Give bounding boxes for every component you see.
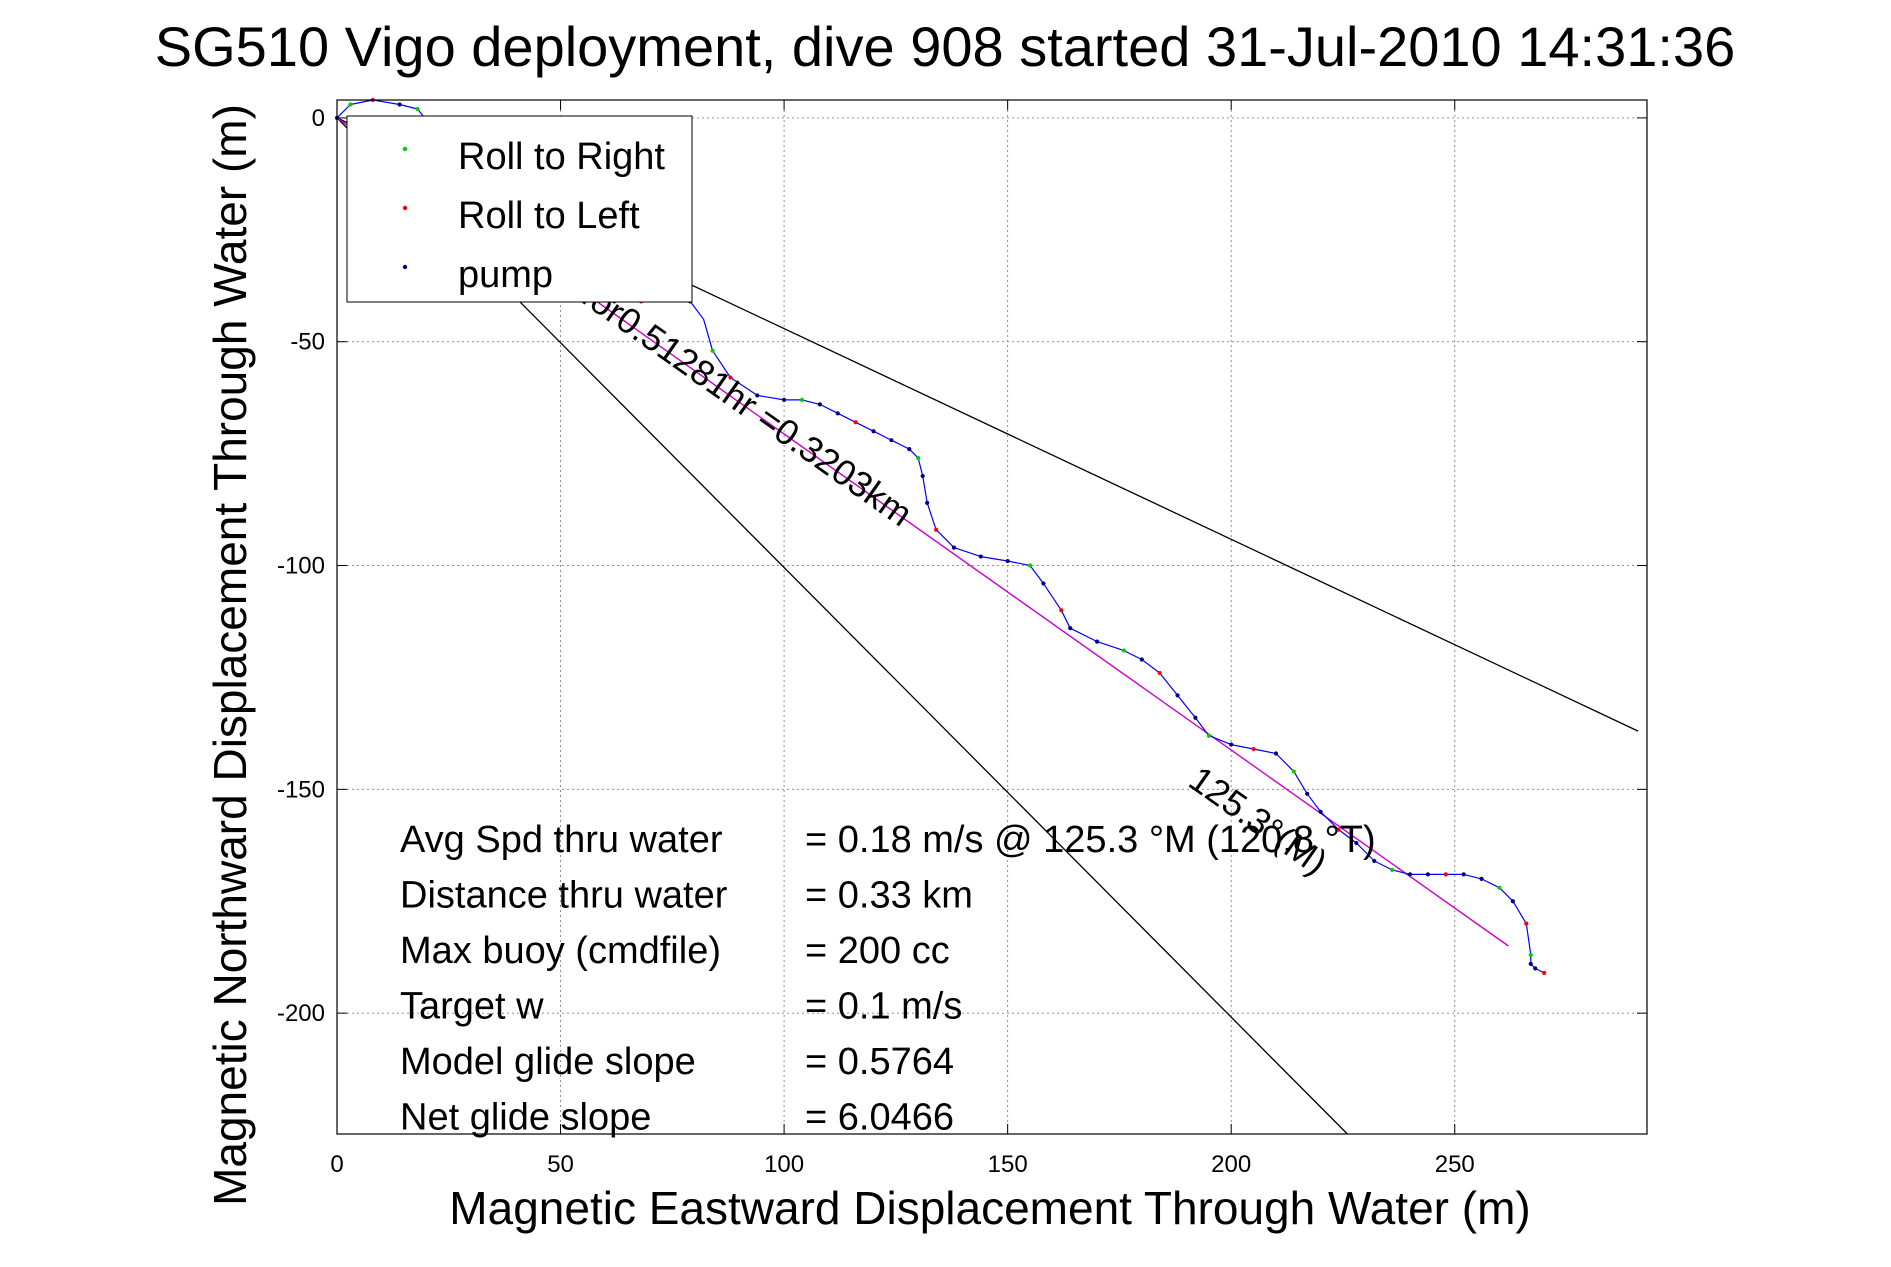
roll-left-marker [728, 375, 733, 380]
roll-left-marker [1542, 970, 1547, 975]
roll-left-marker [1524, 921, 1529, 926]
legend-marker [402, 205, 408, 211]
pump-marker [1528, 961, 1533, 967]
stat-label: Model glide slope [400, 1041, 696, 1083]
legend-label: pump [458, 254, 553, 296]
pump-marker [1041, 581, 1046, 586]
roll-left-marker [1443, 872, 1448, 877]
roll-left-marker [934, 527, 939, 532]
legend-label: Roll to Left [458, 195, 640, 237]
roll-right-marker [1291, 769, 1296, 774]
roll-left-marker [1157, 670, 1162, 676]
stat-value: = 0.5764 [805, 1041, 954, 1083]
pump-marker [1139, 657, 1144, 662]
grid [336, 100, 1647, 1134]
axis-ticks: 0 50 100 150 200 250 0 -50 -100 -150 -200 [277, 100, 1647, 1178]
y-tick-label: -50 [290, 329, 325, 356]
pump-marker [1461, 872, 1466, 877]
y-axis-label: Magnetic Northward Displacement Through … [204, 104, 256, 1206]
plot-frame [336, 99, 1648, 1135]
stat-value: = 6.0466 [805, 1097, 954, 1139]
pump-marker [1068, 626, 1073, 631]
roll-right-marker [348, 102, 353, 107]
stat-value: = 0.1 m/s [805, 986, 962, 1028]
pump-marker [781, 397, 787, 403]
y-tick-label: -150 [277, 776, 325, 803]
legend: Roll to Right Roll to Left pump [346, 115, 693, 303]
roll-right-marker [710, 348, 715, 353]
pump-marker [925, 500, 930, 505]
y-tick-label: -100 [277, 553, 325, 580]
x-tick-label: 250 [1435, 1151, 1475, 1178]
roll-right-marker [1121, 648, 1126, 653]
roll-right-marker [1528, 952, 1533, 958]
pump-marker [889, 438, 894, 443]
roll-left-marker [1251, 746, 1256, 752]
pump-marker [1273, 751, 1279, 756]
roll-right-marker [1027, 563, 1033, 568]
pump-marker [1193, 715, 1198, 720]
roll-right-marker [1390, 867, 1395, 873]
roll-left-marker [853, 420, 858, 425]
stat-label: Net glide slope [400, 1097, 651, 1139]
stats-block: Avg Spd thru water = 0.18 m/s @ 125.3 °M … [400, 819, 1376, 1139]
roll-right-marker [916, 455, 921, 461]
pump-marker [907, 447, 912, 452]
roll-right-marker [1206, 733, 1211, 738]
y-tick-label: -200 [277, 1000, 325, 1027]
pump-marker [1407, 872, 1413, 877]
stat-label: Avg Spd thru water [400, 819, 723, 861]
pump-marker [817, 402, 822, 407]
stat-label: Distance thru water [400, 875, 728, 917]
pump-marker [1094, 639, 1100, 644]
stat-value: = 0.18 m/s @ 125.3 °M (120.8 °T) [805, 819, 1376, 861]
x-tick-label: 100 [764, 1151, 804, 1178]
roll-right-marker [1497, 885, 1502, 890]
pump-marker [397, 102, 402, 107]
x-tick-label: 0 [330, 1151, 343, 1178]
legend-marker [402, 146, 408, 152]
roll-right-marker [799, 397, 805, 403]
pump-marker [1175, 693, 1180, 698]
x-tick-label: 50 [547, 1151, 574, 1178]
stat-label: Target w [400, 986, 544, 1028]
pump-marker [1229, 742, 1234, 747]
x-tick-label: 200 [1211, 1151, 1251, 1178]
pump-marker [978, 554, 983, 559]
legend-marker [402, 264, 408, 270]
stat-value: = 200 cc [805, 930, 950, 972]
roll-right-marker [415, 106, 420, 112]
roll-left-marker [1336, 827, 1341, 832]
pump-marker [1305, 791, 1310, 796]
pump-marker [835, 411, 840, 416]
pump-marker [951, 545, 957, 550]
pump-marker [1533, 966, 1538, 971]
chart-title: SG510 Vigo deployment, dive 908 started … [155, 15, 1736, 78]
pump-marker [1372, 858, 1377, 864]
pump-marker [920, 473, 925, 479]
pump-marker [1005, 558, 1010, 564]
pump-marker [1354, 840, 1359, 846]
pump-marker [1479, 876, 1484, 881]
legend-label: Roll to Right [458, 136, 665, 178]
stat-value: = 0.33 km [805, 875, 973, 917]
pump-marker [1510, 899, 1515, 904]
roll-left-marker [1059, 608, 1064, 613]
y-tick-label: 0 [312, 105, 325, 132]
pump-marker [871, 429, 876, 434]
x-axis-label: Magnetic Eastward Displacement Through W… [449, 1182, 1530, 1234]
x-tick-label: 150 [988, 1151, 1028, 1178]
pump-marker [755, 393, 760, 398]
pump-marker [1425, 872, 1431, 877]
pump-marker [1318, 809, 1323, 814]
stat-label: Max buoy (cmdfile) [400, 930, 721, 972]
